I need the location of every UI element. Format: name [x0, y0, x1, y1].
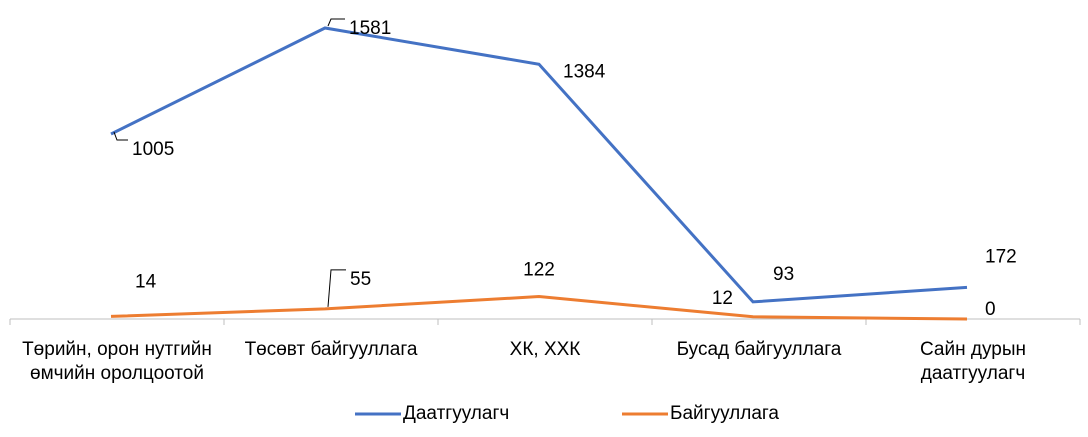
data-label: 1384	[563, 61, 606, 82]
x-tick-label-line: Төсөвт байгууллага	[245, 339, 418, 360]
data-label: 93	[773, 264, 794, 285]
x-tick-label-line: даатгуулагч	[921, 363, 1026, 384]
x-tick-label-line: Төрийн, орон нутгийн	[22, 339, 212, 360]
data-label: 1005	[132, 139, 174, 160]
x-tick-label: Төсөвт байгууллага	[245, 339, 418, 360]
x-tick-label-line: өмчийн оролцоотой	[30, 363, 204, 384]
x-tick-label: Бусад байгууллага	[677, 339, 842, 360]
data-label: 14	[135, 271, 157, 292]
legend-label: Даатгуулагч	[403, 403, 509, 424]
data-label: 172	[985, 246, 1017, 267]
data-label: 0	[985, 299, 996, 320]
leader-line	[327, 269, 346, 307]
data-label: 1581	[349, 18, 391, 39]
x-tick-label: Төрийн, орон нутгийн өмчийн оролцоотой	[22, 339, 212, 384]
legend-label: Байгууллага	[670, 403, 779, 424]
leader-line	[327, 18, 345, 27]
x-tick-label-line: Сайн дурын	[920, 339, 1026, 360]
data-label: 55	[350, 269, 371, 290]
data-label: 12	[712, 288, 733, 309]
x-tick-label: ХК, ХХК	[510, 339, 581, 360]
x-tick-label-line: ХК, ХХК	[510, 339, 581, 360]
line-series	[110, 26, 968, 304]
leader-line	[113, 131, 128, 141]
x-tick-label: Сайн дурын даатгуулагч	[920, 339, 1026, 384]
x-tick-label-line: Бусад байгууллага	[677, 339, 842, 360]
line-series	[110, 295, 968, 321]
data-label: 122	[523, 260, 555, 281]
